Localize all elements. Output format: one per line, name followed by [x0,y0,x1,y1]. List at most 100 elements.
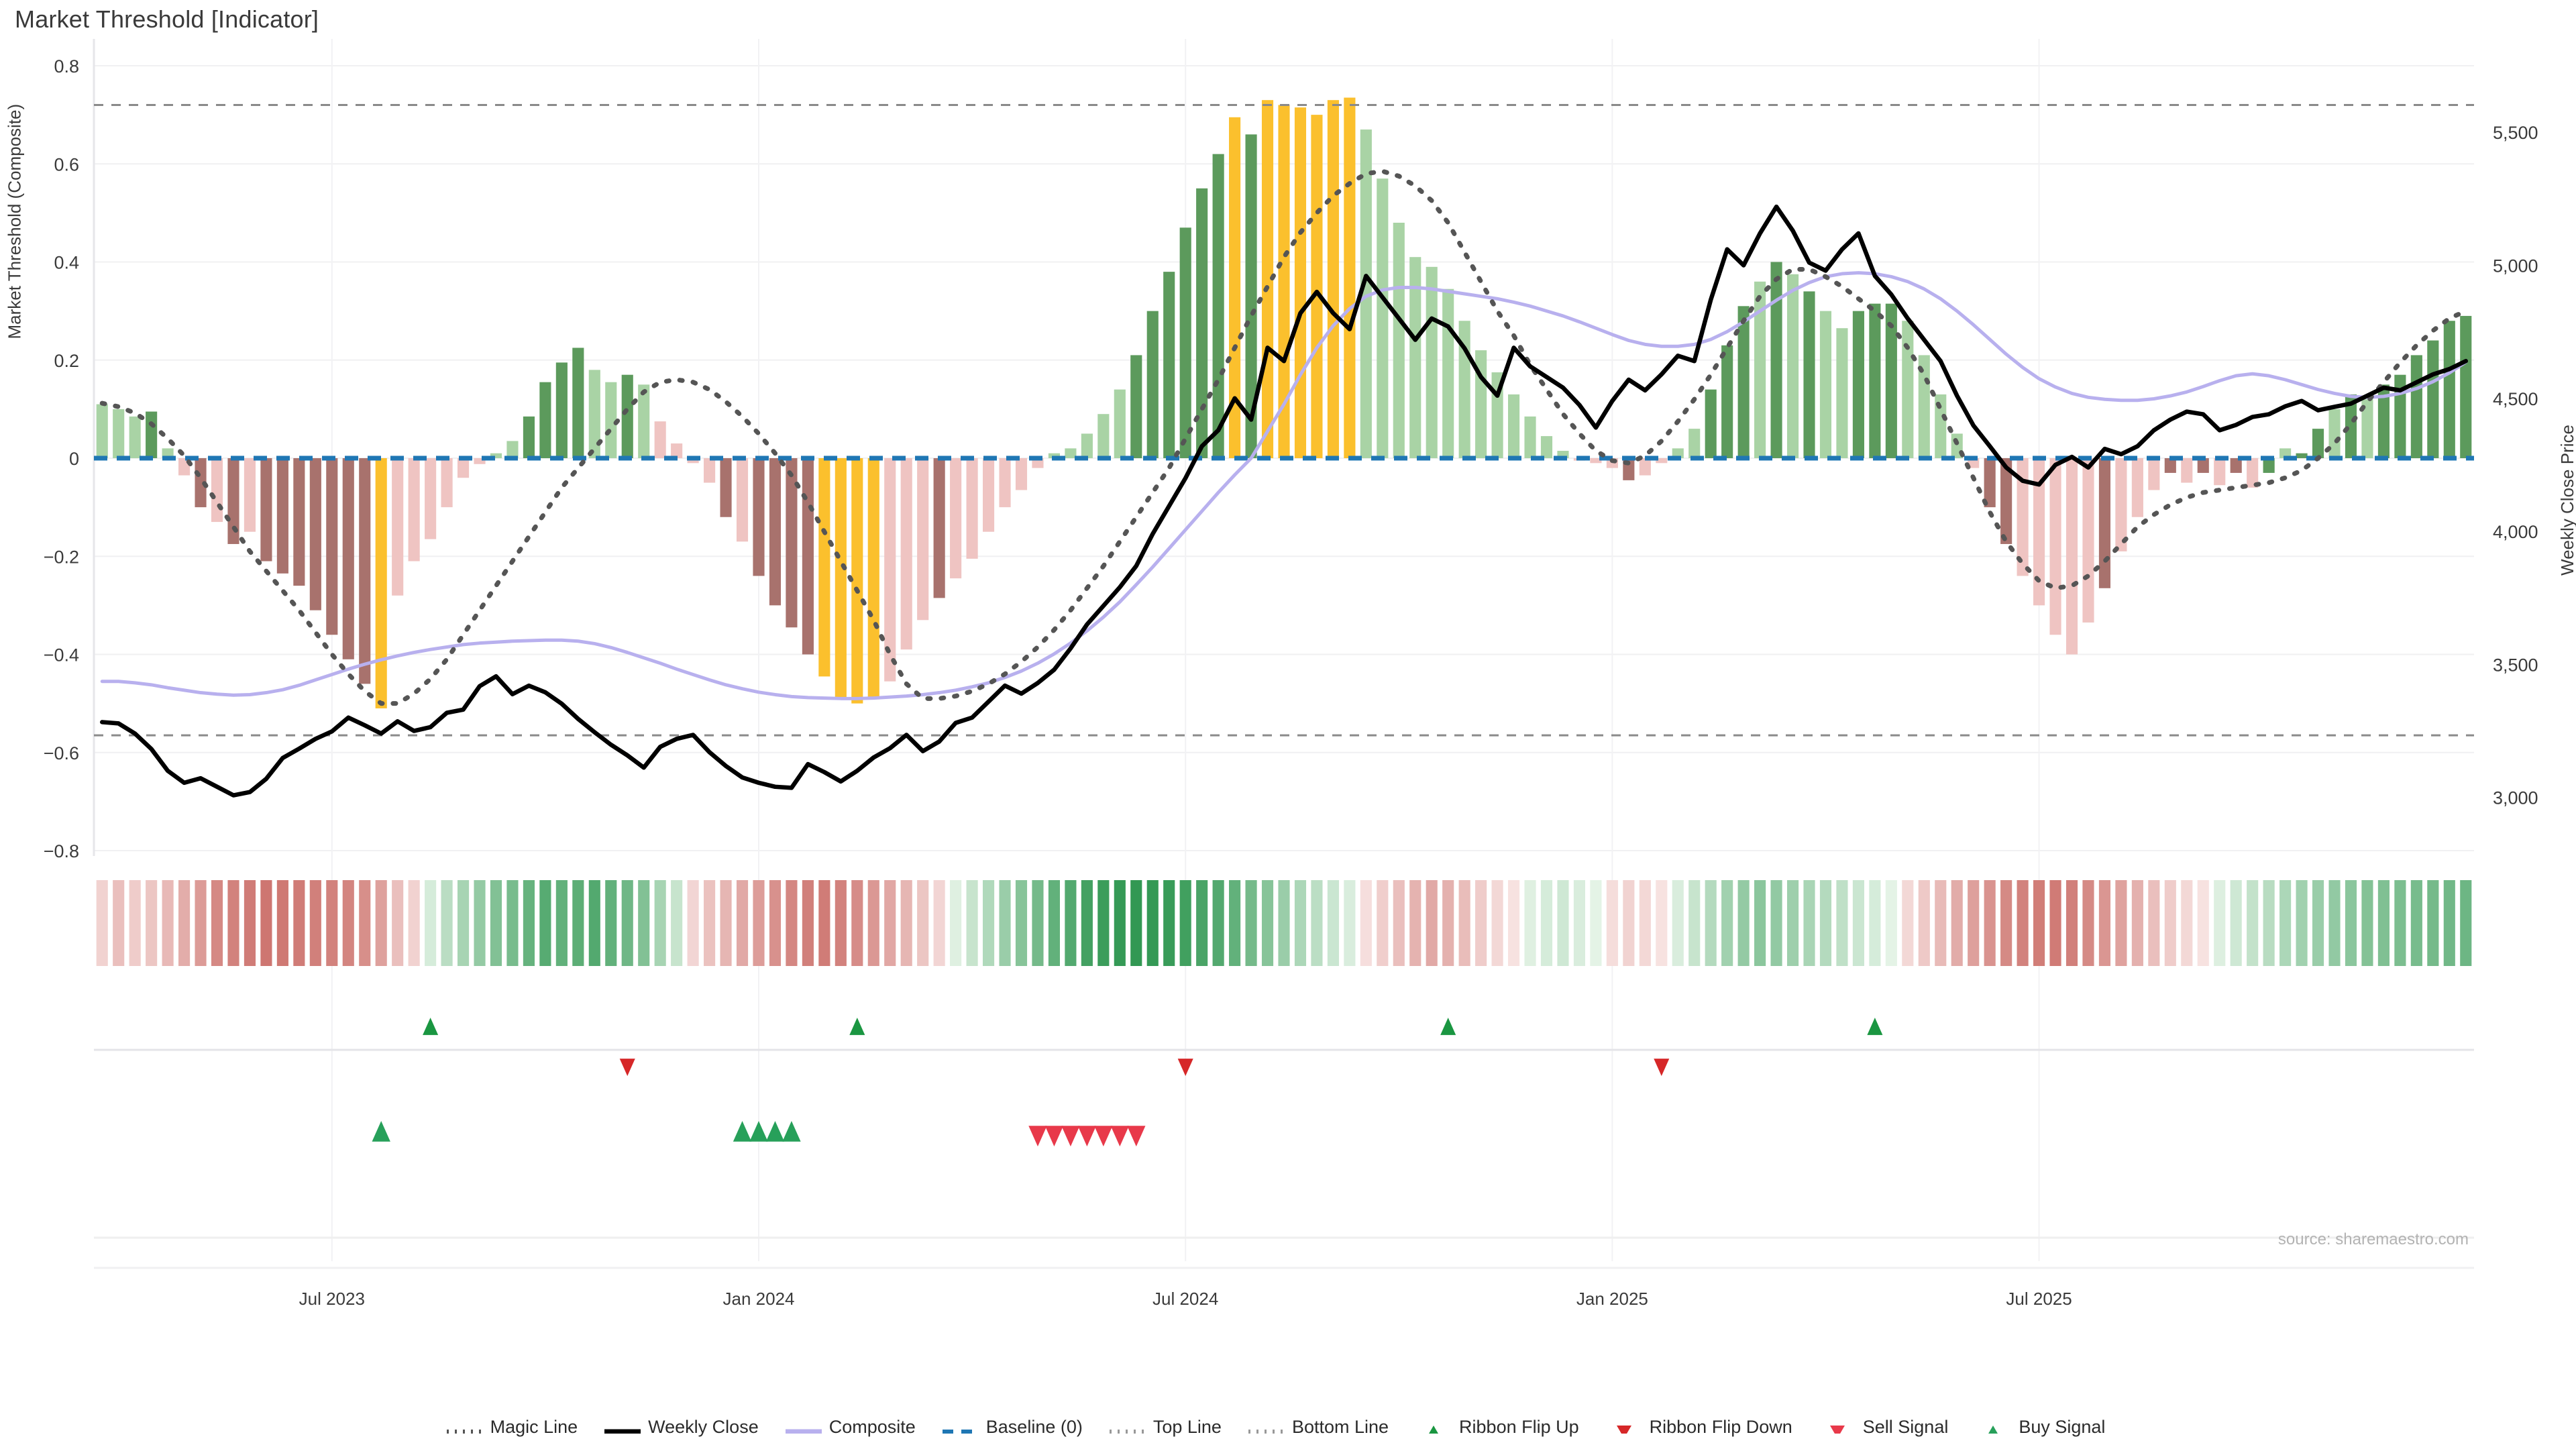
ribbon-cell [2394,880,2406,966]
histogram-bar [1737,306,1750,458]
histogram-bar [474,458,486,464]
histogram-bar [457,458,470,478]
histogram-bar [162,448,174,458]
histogram-bar [2460,315,2472,458]
histogram-bar [1393,223,1405,458]
histogram-bar [425,458,437,539]
x-axis-tick-label: Jul 2024 [1152,1289,1218,1309]
histogram-bar [671,443,683,458]
ribbon-cell [2065,880,2078,966]
histogram-bar [2033,458,2045,606]
histogram-bar [638,384,650,458]
ribbon-cell [1426,880,1438,966]
histogram-bar [1130,355,1142,458]
ribbon-flip-up-marker [849,1018,865,1035]
ribbon-cell [999,880,1011,966]
ribbon-cell [474,880,486,966]
histogram-bar [244,458,256,532]
ribbon-cell [1951,880,1963,966]
legend-item[interactable]: Ribbon Flip Down [1605,1417,1792,1438]
ribbon-cell [1081,880,1093,966]
dotted-line-swatch [1109,1429,1146,1434]
histogram-bar [1344,97,1356,458]
sell-signal-marker [1044,1126,1064,1146]
ribbon-cell [2427,880,2439,966]
ribbon-cell [1819,880,1832,966]
legend-item[interactable]: Ribbon Flip Up [1414,1417,1579,1438]
ribbon-cell [1278,880,1290,966]
y-axis-right-tick-label: 3,000 [2493,788,2538,808]
histogram-bar [1786,274,1799,458]
ribbon-cell [1721,880,1733,966]
histogram-bar [1721,345,1733,458]
histogram-bar [588,370,600,458]
ribbon-flip-up-marker [1867,1018,1883,1035]
ribbon-cell [867,880,879,966]
ribbon-cell [1377,880,1389,966]
ribbon-cell [950,880,962,966]
histogram-bar [867,458,879,699]
histogram-bar [1705,389,1717,458]
ribbon-cell [211,880,223,966]
ribbon-cell [1885,880,1897,966]
ribbon-cell [638,880,650,966]
y-axis-tick-label: 0.6 [54,154,79,174]
histogram-bar [260,458,272,561]
legend-item[interactable]: Magic Line [445,1417,578,1438]
histogram-bar [1114,389,1126,458]
legend-item-label: Baseline (0) [985,1417,1083,1437]
histogram-bar [1311,115,1323,458]
ribbon-cell [1229,880,1241,966]
histogram-bar [113,409,125,458]
ribbon-cell [1130,880,1142,966]
histogram-bar [2017,458,2029,576]
legend-item[interactable]: Weekly Close [603,1417,759,1438]
y-axis-right-ticks: 5,500 5,000 4,500 4,000 3,500 3,000 [2493,123,2538,808]
legend-item[interactable]: Sell Signal [1818,1417,1948,1438]
triangle-up-icon [1429,1425,1438,1434]
histogram-bar [687,458,699,464]
ribbon-cell [1968,880,1980,966]
legend-item[interactable]: Bottom Line [1247,1417,1389,1438]
histogram-bar [2296,453,2308,458]
solid-line-swatch [604,1429,641,1434]
chart-legend: Magic Line Weekly Close Composite Baseline … [0,1417,2576,1438]
legend-item-label: Weekly Close [648,1417,759,1437]
histogram-bar [2082,458,2094,623]
dotted-line-swatch [1248,1429,1285,1434]
ribbon-cell [2345,880,2357,966]
histogram-bar [1852,311,1864,458]
ribbon-cell [1540,880,1553,966]
legend-item[interactable]: Composite [784,1417,916,1438]
histogram-bar [1442,288,1454,458]
histogram-bar [276,458,288,574]
ribbon-cell [1623,880,1635,966]
histogram-bar [2427,340,2439,458]
buy-signal-marker [372,1121,390,1142]
ribbon-cell [720,880,732,966]
histogram-bar [1409,257,1421,458]
histogram-bar [1426,266,1438,458]
histogram-bar [2181,458,2193,483]
histogram-bar [1229,117,1241,458]
triangle-down-icon [1829,1425,1845,1434]
x-axis-tick-label: Jul 2025 [2006,1289,2072,1309]
x-grid-lines [331,39,2040,1261]
histogram-bar [2377,384,2390,458]
ribbon-cell [982,880,995,966]
histogram-bar [2098,458,2111,588]
ribbon-cell [1918,880,1930,966]
histogram-bar [966,458,978,559]
ribbon-cell [309,880,321,966]
histogram-bar [2164,458,2176,473]
ribbon-cell [1179,880,1191,966]
histogram-bar [1885,303,1897,458]
legend-item[interactable]: Top Line [1108,1417,1222,1438]
histogram-bar [1540,436,1553,458]
ribbon-cell [1097,880,1110,966]
legend-item[interactable]: Buy Signal [1974,1417,2105,1438]
legend-item[interactable]: Baseline (0) [941,1417,1083,1438]
histogram-bar [1327,100,1339,458]
ribbon-cell [1590,880,1602,966]
sell-signal-marker [1028,1126,1047,1146]
